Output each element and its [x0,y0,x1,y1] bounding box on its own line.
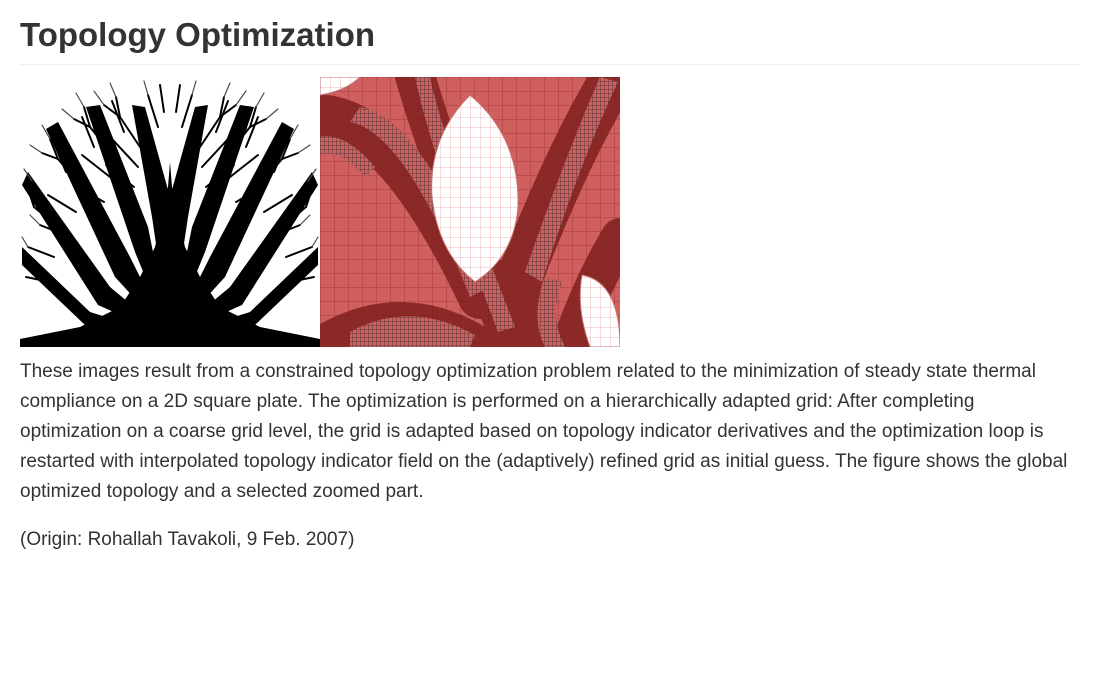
topology-tree-svg [20,77,320,347]
figure-description: These images result from a constrained t… [20,357,1080,507]
figure-zoom-mesh [320,77,620,347]
page-title: Topology Optimization [20,16,1080,65]
figure-row [20,77,1080,347]
zoom-mesh-svg [320,77,620,347]
figure-origin: (Origin: Rohallah Tavakoli, 9 Feb. 2007) [20,525,1080,555]
figure-topology-tree [20,77,320,347]
